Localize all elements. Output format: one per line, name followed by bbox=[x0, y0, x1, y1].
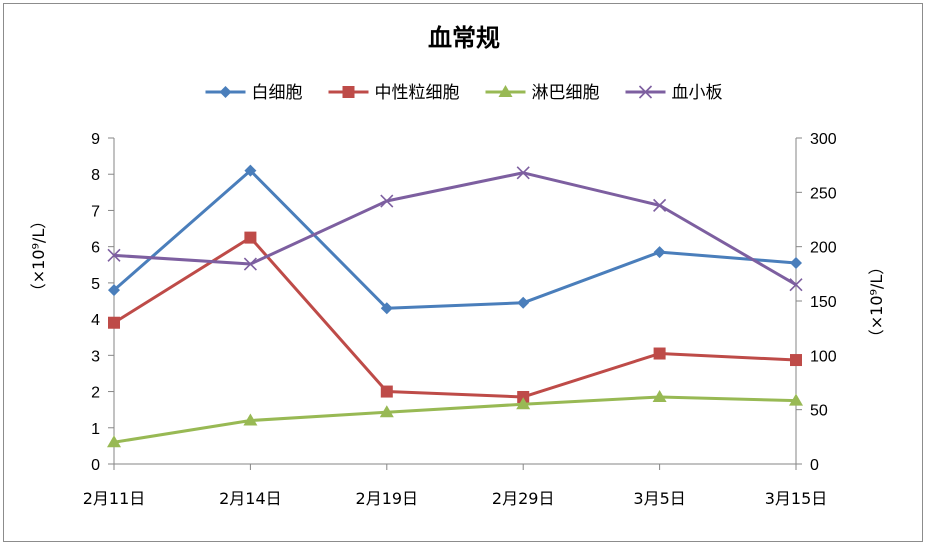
legend-label: 淋巴细胞 bbox=[532, 83, 600, 103]
series-line bbox=[113, 236, 797, 399]
legend-item: 白细胞 bbox=[205, 83, 303, 103]
legend-item: 血小板 bbox=[625, 83, 723, 103]
x-tick-label: 2月14日 bbox=[219, 489, 282, 508]
data-point bbox=[789, 278, 803, 292]
x-tick-label: 2月29日 bbox=[492, 489, 555, 508]
x-tick-label: 3月15日 bbox=[765, 489, 828, 508]
left-tick-label: 9 bbox=[91, 131, 100, 148]
x-tick-label: 2月11日 bbox=[83, 489, 146, 508]
data-point bbox=[243, 413, 258, 426]
series-1 bbox=[108, 164, 802, 315]
legend-label: 中性粒细胞 bbox=[375, 83, 460, 103]
series-3 bbox=[107, 389, 803, 448]
data-point bbox=[653, 198, 667, 212]
x-tick-label: 3月5日 bbox=[633, 489, 685, 508]
legend-label: 白细胞 bbox=[252, 83, 303, 103]
series-layer bbox=[107, 164, 803, 448]
right-tick-label: 250 bbox=[810, 185, 837, 202]
left-tick-label: 4 bbox=[91, 312, 100, 329]
legend: 白细胞 中性粒细胞 淋巴细胞 血小板 bbox=[205, 83, 723, 103]
right-tick-label: 200 bbox=[810, 240, 837, 257]
left-axis-label: （×10⁹/L） bbox=[29, 213, 48, 300]
left-tick-label: 5 bbox=[91, 276, 100, 293]
left-axis-ticks: 0 1 2 3 4 5 6 7 8 9 bbox=[91, 131, 114, 474]
right-axis-ticks: 0 50 100 150 200 250 300 bbox=[796, 131, 837, 474]
data-point bbox=[108, 316, 120, 329]
series-line bbox=[113, 169, 797, 310]
legend-marker bbox=[498, 85, 513, 97]
data-point bbox=[380, 194, 394, 208]
series-4 bbox=[107, 166, 803, 292]
series-line bbox=[113, 395, 797, 444]
data-point bbox=[653, 347, 666, 360]
data-point bbox=[790, 354, 802, 367]
right-axis-label: （×10⁹/L） bbox=[867, 259, 886, 346]
data-point bbox=[653, 246, 666, 259]
legend-item: 淋巴细胞 bbox=[485, 83, 600, 103]
data-point bbox=[107, 248, 121, 262]
left-tick-label: 0 bbox=[91, 457, 100, 474]
right-tick-label: 50 bbox=[810, 403, 828, 420]
data-point bbox=[380, 385, 393, 398]
data-point bbox=[380, 302, 393, 315]
legend-marker bbox=[342, 86, 355, 98]
x-tick-label: 2月19日 bbox=[356, 489, 419, 508]
data-point bbox=[244, 164, 257, 177]
data-point bbox=[379, 405, 394, 418]
chart-frame bbox=[3, 3, 923, 542]
data-point bbox=[652, 389, 667, 402]
data-point bbox=[108, 284, 120, 297]
left-tick-label: 2 bbox=[91, 385, 100, 402]
data-point bbox=[790, 256, 802, 269]
legend-marker bbox=[638, 85, 653, 99]
left-tick-label: 6 bbox=[91, 240, 100, 257]
chart-title: 血常规 bbox=[428, 24, 500, 52]
series-line bbox=[113, 171, 797, 286]
series-2 bbox=[108, 231, 802, 403]
legend-label: 血小板 bbox=[672, 83, 723, 103]
legend-marker bbox=[219, 86, 232, 98]
data-point bbox=[516, 397, 531, 410]
data-point bbox=[789, 393, 803, 406]
left-tick-label: 3 bbox=[91, 348, 100, 365]
data-point bbox=[517, 390, 530, 403]
data-point bbox=[516, 166, 530, 180]
right-tick-label: 100 bbox=[810, 348, 837, 365]
left-tick-label: 8 bbox=[91, 167, 100, 184]
right-tick-label: 150 bbox=[810, 294, 837, 311]
data-point bbox=[517, 296, 530, 309]
right-tick-label: 300 bbox=[810, 131, 837, 148]
right-tick-label: 0 bbox=[810, 457, 819, 474]
x-axis-ticks: 2月11日 2月14日 2月19日 2月29日 3月5日 3月15日 bbox=[83, 464, 828, 508]
left-tick-label: 1 bbox=[91, 421, 100, 438]
data-point bbox=[243, 257, 257, 271]
data-point bbox=[107, 435, 121, 448]
left-tick-label: 7 bbox=[91, 203, 100, 220]
legend-item: 中性粒细胞 bbox=[328, 83, 460, 103]
data-point bbox=[244, 231, 257, 244]
